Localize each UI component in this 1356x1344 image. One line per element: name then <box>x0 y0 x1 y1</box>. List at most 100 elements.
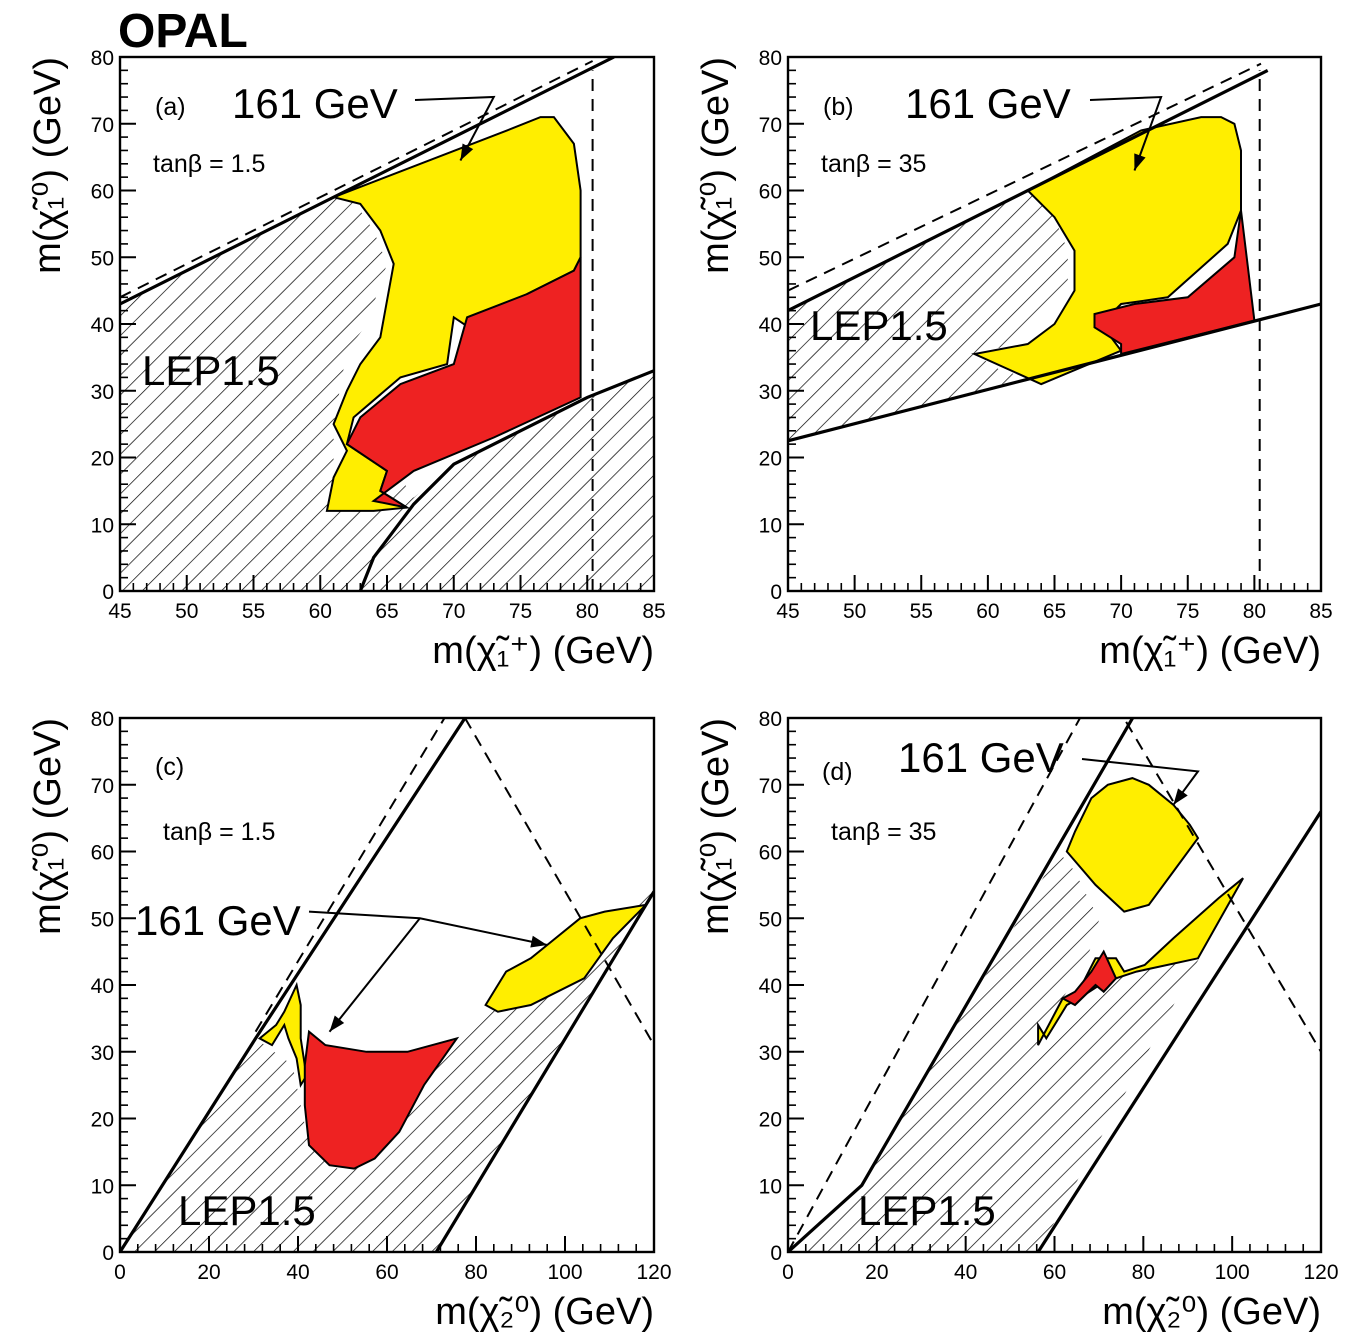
yellow-excluded-region <box>484 903 649 1013</box>
x-tick-label: 100 <box>1215 1261 1250 1284</box>
x-tick-label: 75 <box>509 600 532 623</box>
y-tick-label: 30 <box>91 381 114 404</box>
energy-label: 161 GeV <box>135 897 301 944</box>
arrow-head <box>1134 153 1146 171</box>
annotation-arrow <box>308 910 548 946</box>
x-tick-label: 45 <box>776 600 799 623</box>
y-tick-label: 50 <box>759 908 782 931</box>
boundary-line <box>434 890 654 1252</box>
x-tick-label: 85 <box>642 600 665 623</box>
boundary-line <box>120 60 594 299</box>
x-tick-label: 80 <box>464 1261 487 1284</box>
arrow-head <box>530 935 548 948</box>
y-tick-label: 20 <box>759 1109 782 1132</box>
y-tick-label: 0 <box>770 581 782 604</box>
figure-label: OPAL <box>118 5 248 58</box>
lep-excluded-region <box>788 190 1068 441</box>
x-tick-label: 65 <box>375 600 398 623</box>
x-tick-label: 75 <box>1176 600 1199 623</box>
x-tick-label: 100 <box>547 1261 582 1284</box>
y-tick-label: 0 <box>770 1242 782 1265</box>
lep15-label: LEP1.5 <box>142 347 280 394</box>
x-tick-label: 50 <box>843 600 866 623</box>
lep-excluded-region <box>120 197 654 591</box>
energy-label: 161 GeV <box>905 80 1071 127</box>
y-tick-label: 30 <box>91 1042 114 1065</box>
panel-label: (d) <box>822 758 853 786</box>
chart-panel-3: 0 20 40 60 80 100 120 0 10 20 30 40 50 60 70 80 m(χ̃₂⁰) … <box>27 708 672 1333</box>
y-tick-label: 40 <box>759 975 782 998</box>
arrow-head <box>329 1015 345 1032</box>
y-tick-label: 20 <box>759 448 782 471</box>
x-tick-label: 0 <box>114 1261 126 1284</box>
y-tick-label: 80 <box>91 47 114 70</box>
red-excluded-region <box>303 1029 460 1170</box>
energy-label: 161 GeV <box>898 734 1064 781</box>
x-axis-title: m(χ̃₂⁰) (GeV) <box>1102 1291 1321 1333</box>
chart-panel-1: 45 50 55 60 65 70 75 80 85 0 10 20 30 40 50 60 70 80 m(χ̃₁… <box>27 47 666 672</box>
tanbeta-label: tanβ = 1.5 <box>163 818 275 846</box>
boundary-line <box>464 718 654 1046</box>
boundary-line <box>358 369 654 591</box>
x-tick-label: 80 <box>576 600 599 623</box>
y-tick-label: 80 <box>759 47 782 70</box>
y-tick-label: 70 <box>759 775 782 798</box>
x-tick-label: 60 <box>309 600 332 623</box>
annotation-arrow <box>1089 95 1163 171</box>
x-tick-label: 55 <box>242 600 265 623</box>
x-tick-label: 70 <box>1109 600 1132 623</box>
x-tick-label: 40 <box>286 1261 309 1284</box>
lep-excluded-region <box>120 891 654 1252</box>
arrow-head <box>1173 788 1188 805</box>
y-tick-label: 70 <box>91 775 114 798</box>
y-tick-label: 50 <box>759 247 782 270</box>
x-tick-label: 85 <box>1309 600 1332 623</box>
x-tick-label: 20 <box>865 1261 888 1284</box>
x-tick-label: 60 <box>1043 1261 1066 1284</box>
y-tick-label: 50 <box>91 908 114 931</box>
y-tick-label: 80 <box>91 708 114 731</box>
y-tick-label: 60 <box>91 181 114 204</box>
y-tick-label: 50 <box>91 247 114 270</box>
boundary-line <box>120 718 467 1252</box>
y-tick-label: 60 <box>759 842 782 865</box>
x-tick-label: 80 <box>1132 1261 1155 1284</box>
y-tick-label: 30 <box>759 381 782 404</box>
y-tick-label: 30 <box>759 1042 782 1065</box>
lep15-label: LEP1.5 <box>178 1187 316 1234</box>
tanbeta-label: tanβ = 1.5 <box>153 150 265 178</box>
x-axis-title: m(χ̃₁⁺) (GeV) <box>432 630 654 672</box>
lep-excluded-region <box>788 851 1244 1252</box>
x-axis-title: m(χ̃₁⁺) (GeV) <box>1099 630 1321 672</box>
boundary-line <box>788 718 1082 1252</box>
red-excluded-region <box>345 256 582 509</box>
y-tick-label: 20 <box>91 448 114 471</box>
y-tick-label: 20 <box>91 1109 114 1132</box>
x-tick-label: 20 <box>197 1261 220 1284</box>
tanbeta-label: tanβ = 35 <box>821 150 926 178</box>
x-tick-label: 60 <box>976 600 999 623</box>
x-tick-label: 70 <box>442 600 465 623</box>
panel-label: (a) <box>155 93 186 121</box>
y-tick-label: 70 <box>759 114 782 137</box>
y-axis-title: m(χ̃₁⁰) (GeV) <box>695 718 737 935</box>
panel-label: (b) <box>823 93 854 121</box>
annotation-arrow <box>414 95 496 161</box>
boundary-line <box>788 68 1269 313</box>
x-axis-title: m(χ̃₂⁰) (GeV) <box>435 1291 654 1333</box>
y-tick-label: 60 <box>91 842 114 865</box>
y-tick-label: 10 <box>91 1175 114 1198</box>
x-tick-label: 60 <box>375 1261 398 1284</box>
x-tick-label: 55 <box>910 600 933 623</box>
chart-panel-2: 45 50 55 60 65 70 75 80 85 0 10 20 30 40 50 60 70 80 m(χ̃₁… <box>695 47 1333 672</box>
x-tick-label: 45 <box>108 600 131 623</box>
x-tick-label: 0 <box>782 1261 794 1284</box>
energy-label: 161 GeV <box>232 80 398 127</box>
y-tick-label: 70 <box>91 114 114 137</box>
y-tick-label: 40 <box>91 975 114 998</box>
boundary-line <box>1122 718 1321 1053</box>
red-excluded-region <box>1060 949 1118 1007</box>
y-tick-label: 0 <box>102 1242 114 1265</box>
x-tick-label: 120 <box>636 1261 671 1284</box>
